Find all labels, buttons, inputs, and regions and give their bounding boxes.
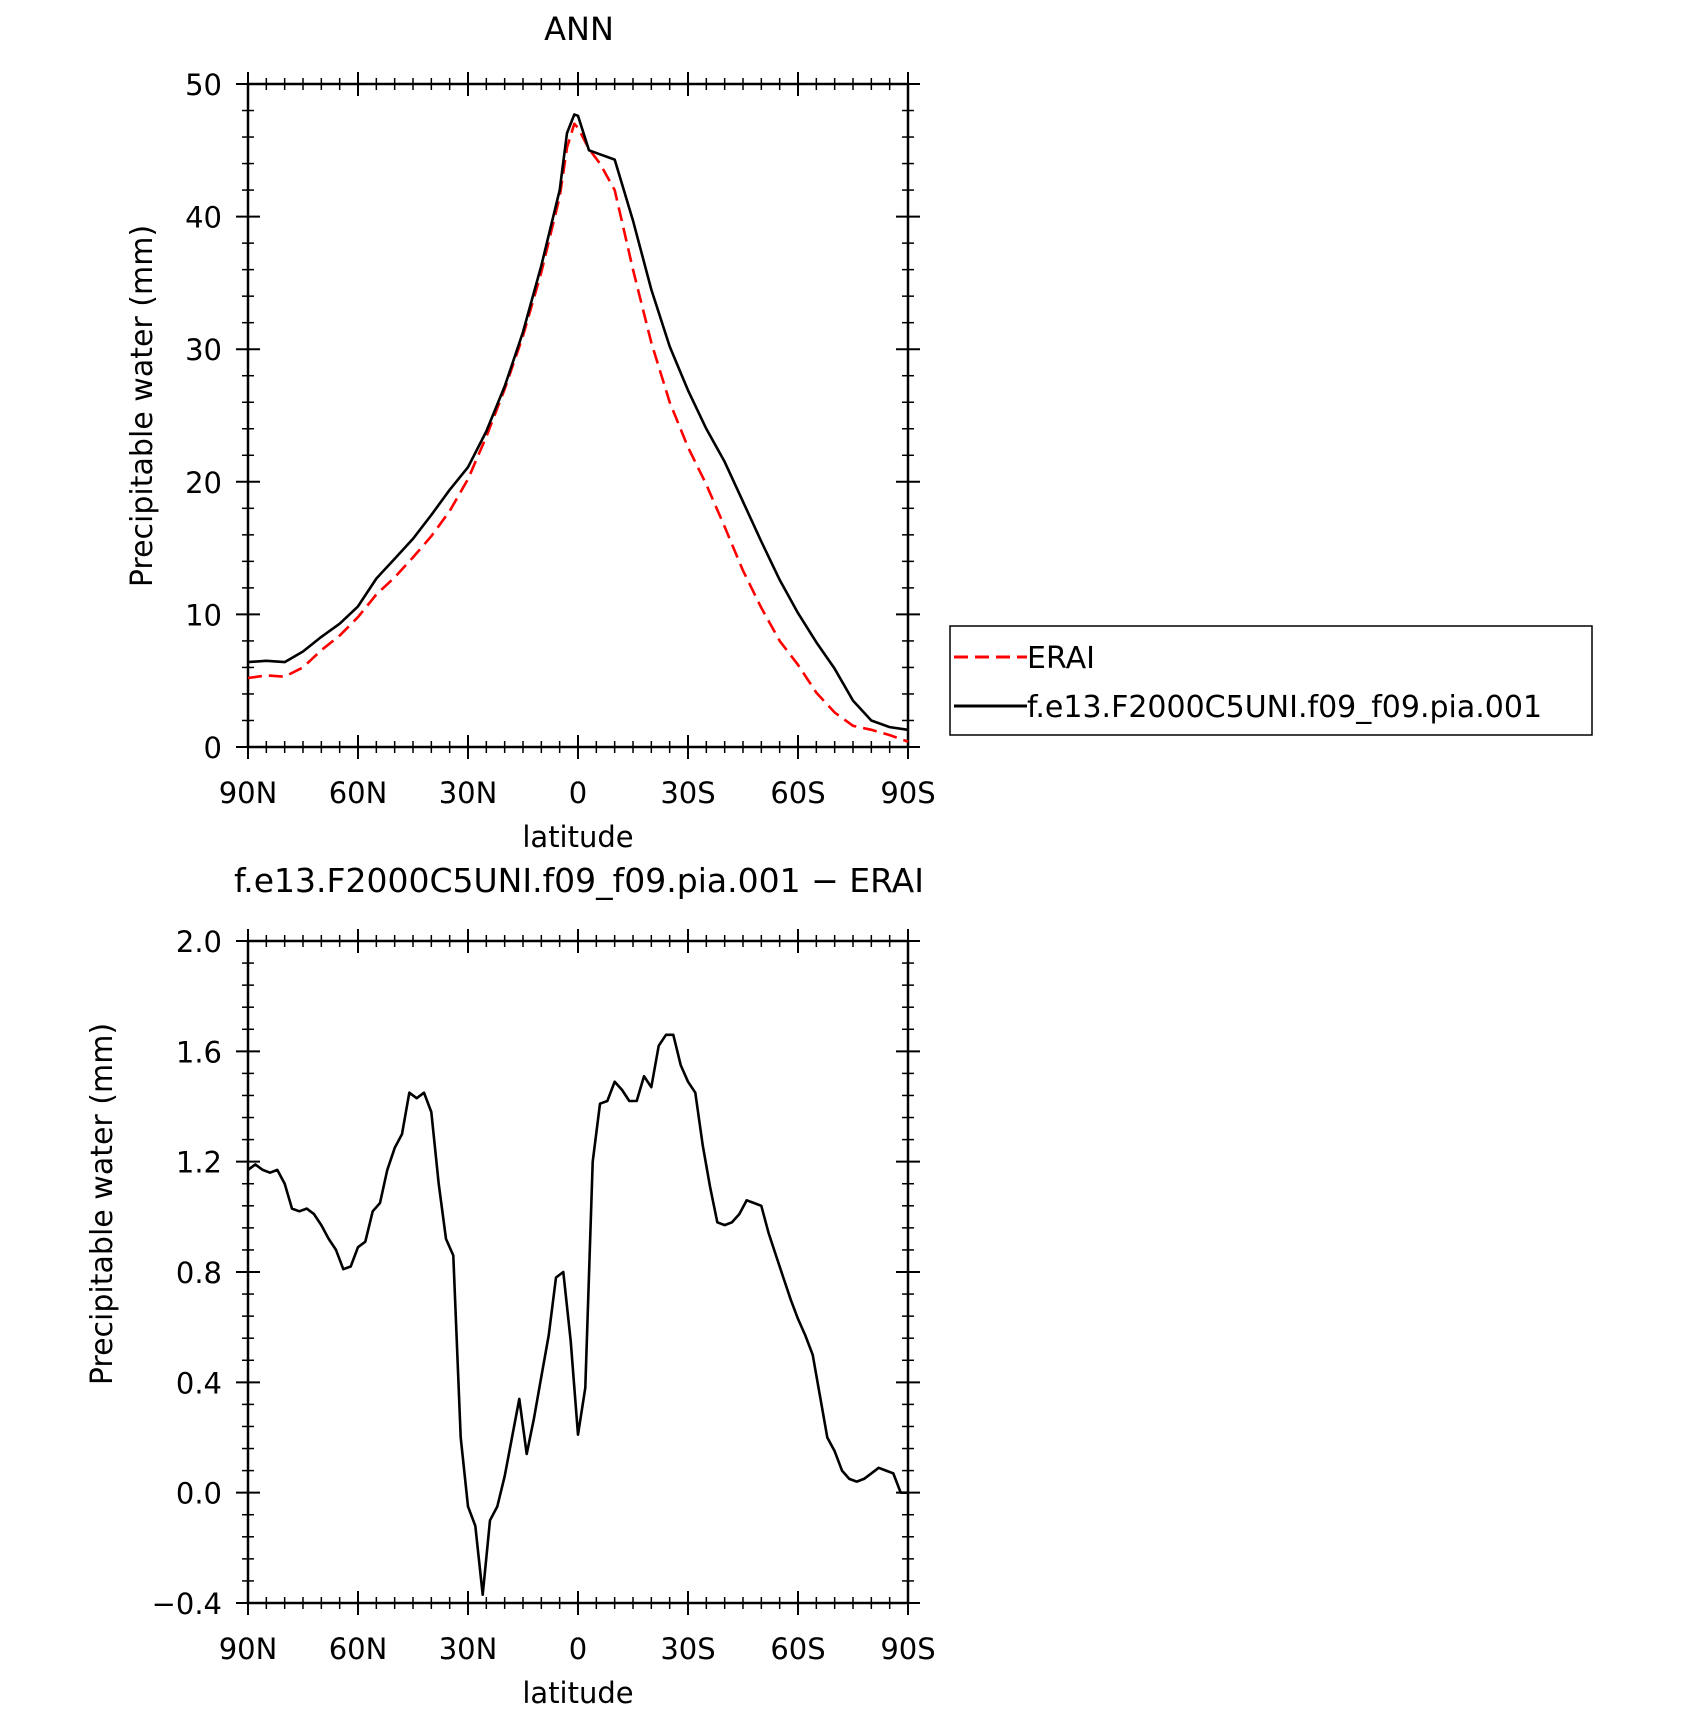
top-x-tick-label: 30N	[439, 776, 498, 810]
legend: ERAI f.e13.F2000C5UNI.f09_f09.pia.001	[949, 625, 1593, 736]
bottom-x-tick-label: 90S	[880, 1632, 935, 1666]
bottom-y-axis-label: Precipitable water (mm)	[85, 1023, 120, 1385]
bottom-series-line-difference	[247, 1033, 908, 1596]
top-panel: ANN Precipitable water (mm) latitude 0 10…	[125, 10, 936, 854]
bottom-y-tick-label: 1.2	[176, 1146, 222, 1180]
top-x-tick-label: 90N	[219, 776, 278, 810]
bottom-y-tick-label: 0.4	[176, 1366, 222, 1400]
top-plot-frame	[246, 82, 910, 749]
top-y-tick-label: 30	[185, 333, 222, 367]
top-y-tick-label: 40	[185, 201, 222, 235]
top-y-tick-label: 10	[185, 598, 222, 632]
bottom-x-axis-label: latitude	[522, 1676, 633, 1710]
top-series-line-model	[247, 113, 909, 732]
top-x-tick-label: 90S	[880, 776, 935, 810]
top-y-tick-label: 50	[185, 68, 222, 102]
bottom-plot-area: −0.4 0.0 0.4 0.8 1.2 1.6 2.0 90N 60N 30N 0 30S 60S 90…	[152, 925, 936, 1666]
bottom-plot-frame	[246, 939, 910, 1605]
bottom-x-tick-label: 0	[569, 1632, 587, 1666]
bottom-y-tick-label: −0.4	[152, 1587, 222, 1621]
legend-erai-label: ERAI	[1027, 641, 1095, 676]
top-x-tick-label: 30S	[660, 776, 715, 810]
bottom-y-tick-label: 0.8	[176, 1256, 222, 1290]
bottom-panel: f.e13.F2000C5UNI.f09_f09.pia.001 − ERAI …	[85, 861, 936, 1710]
top-y-tick-label: 0	[204, 731, 222, 765]
top-y-tick-label: 20	[185, 466, 222, 500]
top-y-axis-label: Precipitable water (mm)	[125, 225, 160, 587]
legend-box	[949, 625, 1593, 736]
bottom-x-tick-label: 60S	[770, 1632, 825, 1666]
top-x-tick-label: 0	[569, 776, 587, 810]
bottom-x-tick-label: 30N	[439, 1632, 498, 1666]
top-x-tick-label: 60S	[770, 776, 825, 810]
top-panel-title: ANN	[544, 10, 614, 48]
top-plot-area: 0 10 20 30 40 50 90N 60N 30N 0 30S 60S 90S	[185, 68, 936, 810]
bottom-y-tick-label: 0.0	[176, 1477, 222, 1511]
bottom-y-tick-label: 2.0	[176, 925, 222, 959]
top-series-line-erai	[247, 122, 909, 743]
top-x-tick-label: 60N	[329, 776, 388, 810]
top-x-axis-label: latitude	[522, 820, 633, 854]
bottom-y-tick-label: 1.6	[176, 1035, 222, 1069]
bottom-x-tick-label: 60N	[329, 1632, 388, 1666]
bottom-x-tick-label: 30S	[660, 1632, 715, 1666]
bottom-x-tick-label: 90N	[219, 1632, 278, 1666]
bottom-panel-title: f.e13.F2000C5UNI.f09_f09.pia.001 − ERAI	[234, 861, 924, 900]
legend-model-label: f.e13.F2000C5UNI.f09_f09.pia.001	[1027, 690, 1542, 725]
